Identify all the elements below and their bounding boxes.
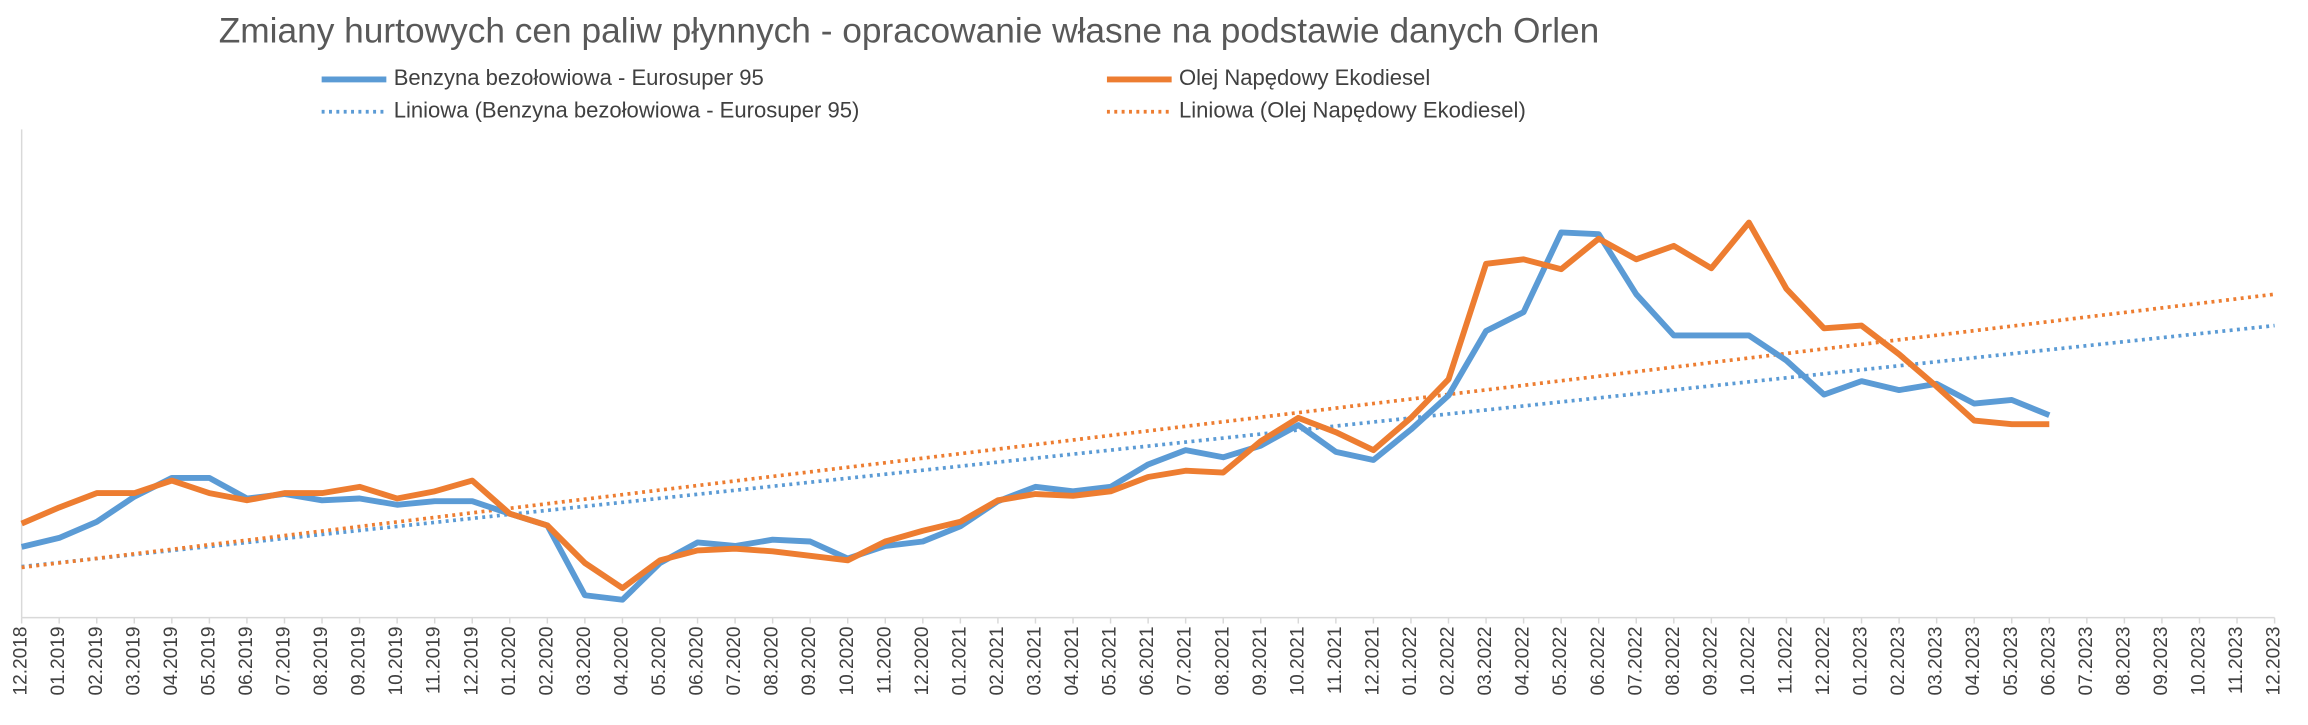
x-tick-label: 09.2023 xyxy=(2151,626,2172,695)
x-tick-label: 06.2019 xyxy=(236,626,257,695)
trendline xyxy=(21,292,2275,570)
x-tick-label: 02.2023 xyxy=(1888,626,1909,695)
x-tick-label: 05.2019 xyxy=(198,626,219,695)
x-tick-label: 01.2019 xyxy=(48,626,69,695)
x-tick-label: 08.2020 xyxy=(762,626,783,695)
x-tick-label: 12.2021 xyxy=(1362,626,1383,695)
x-tick-label: 11.2021 xyxy=(1325,626,1346,694)
series-line xyxy=(20,229,2051,603)
x-tick-label: 04.2019 xyxy=(161,626,182,695)
x-tick-label: 12.2023 xyxy=(2264,626,2285,695)
x-tick-label: 04.2022 xyxy=(1513,626,1534,695)
legend-label: Liniowa (Olej Napędowy Ekodiesel) xyxy=(1179,98,1526,123)
x-tick-label: 03.2022 xyxy=(1475,626,1496,695)
x-tick-label: 09.2021 xyxy=(1250,626,1271,695)
x-tick-label: 05.2022 xyxy=(1550,626,1571,695)
x-tick-label: 10.2020 xyxy=(837,626,858,695)
x-tick-label: 09.2019 xyxy=(349,626,370,695)
x-tick-label: 06.2020 xyxy=(687,626,708,695)
x-tick-label: 08.2021 xyxy=(1212,626,1233,695)
x-tick-label: 02.2021 xyxy=(987,626,1008,695)
legend-label: Benzyna bezołowiowa - Eurosuper 95 xyxy=(394,65,764,90)
x-tick-label: 12.2019 xyxy=(461,626,482,695)
x-tick-label: 01.2020 xyxy=(499,626,520,695)
x-tick-label: 04.2020 xyxy=(611,626,632,695)
x-tick-label: 11.2020 xyxy=(874,626,895,694)
x-tick-label: 07.2020 xyxy=(724,626,745,695)
x-tick-label: 11.2022 xyxy=(1775,626,1796,694)
x-tick-label: 07.2023 xyxy=(2076,626,2097,695)
x-tick-label: 04.2023 xyxy=(1963,626,1984,695)
x-tick-label: 06.2023 xyxy=(2038,626,2059,695)
x-tick-label: 10.2021 xyxy=(1287,626,1308,695)
x-tick-label: 12.2022 xyxy=(1813,626,1834,695)
x-tick-label: 03.2019 xyxy=(123,626,144,695)
x-tick-label: 08.2019 xyxy=(311,626,332,695)
x-tick-label: 06.2022 xyxy=(1588,626,1609,695)
legend-label: Liniowa (Benzyna bezołowiowa - Eurosuper… xyxy=(394,98,860,123)
x-tick-label: 02.2019 xyxy=(86,626,107,695)
x-tick-label: 03.2021 xyxy=(1025,626,1046,695)
x-tick-label: 07.2021 xyxy=(1175,626,1196,695)
legend-label: Olej Napędowy Ekodiesel xyxy=(1179,65,1430,90)
x-tick-label: 01.2023 xyxy=(1851,626,1872,695)
x-tick-label: 10.2022 xyxy=(1738,626,1759,695)
x-tick-label: 07.2022 xyxy=(1625,626,1646,695)
x-tick-label: 01.2022 xyxy=(1400,626,1421,695)
chart-title: Zmiany hurtowych cen paliw płynnych - op… xyxy=(219,12,1600,51)
x-tick-label: 06.2021 xyxy=(1137,626,1158,695)
x-tick-label: 02.2020 xyxy=(536,626,557,695)
x-tick-label: 05.2023 xyxy=(2001,626,2022,695)
x-tick-label: 05.2021 xyxy=(1100,626,1121,695)
x-tick-label: 08.2022 xyxy=(1663,626,1684,695)
x-tick-label: 03.2023 xyxy=(1926,626,1947,695)
x-tick-label: 11.2019 xyxy=(424,626,445,694)
x-tick-label: 09.2022 xyxy=(1700,626,1721,695)
x-tick-label: 04.2021 xyxy=(1062,626,1083,695)
series-line xyxy=(20,219,2050,592)
x-tick-label: 09.2020 xyxy=(799,626,820,695)
x-tick-label: 12.2018 xyxy=(11,626,32,695)
x-tick-label: 10.2019 xyxy=(386,626,407,695)
x-tick-label: 05.2020 xyxy=(649,626,670,695)
x-tick-label: 08.2023 xyxy=(2113,626,2134,695)
x-tick-label: 02.2022 xyxy=(1438,626,1459,695)
x-tick-label: 12.2020 xyxy=(912,626,933,695)
x-tick-label: 11.2023 xyxy=(2226,626,2247,694)
x-tick-label: 03.2020 xyxy=(574,626,595,695)
x-tick-label: 01.2021 xyxy=(949,626,970,695)
x-tick-label: 07.2019 xyxy=(274,626,295,695)
x-tick-label: 10.2023 xyxy=(2189,626,2210,695)
trendline xyxy=(21,323,2275,569)
